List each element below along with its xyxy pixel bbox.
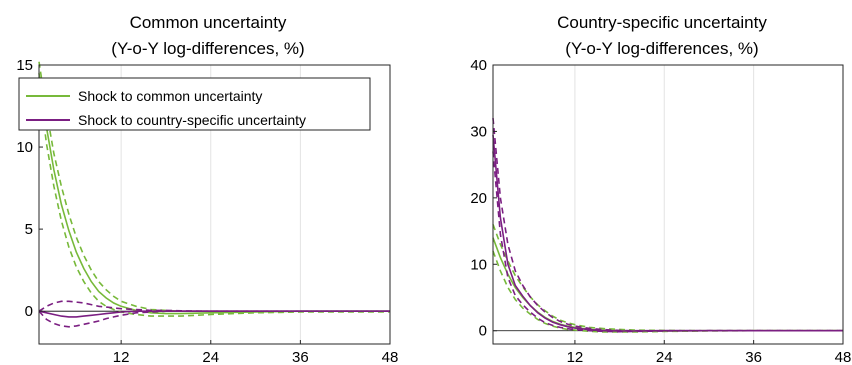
x-tick-label: 48 <box>835 349 852 365</box>
panel1-title: Common uncertainty <box>130 13 287 32</box>
y-tick-label: 40 <box>470 57 487 74</box>
x-tick-label: 24 <box>202 349 219 365</box>
y-tick-label: 0 <box>25 303 33 320</box>
y-tick-label: 20 <box>470 190 487 207</box>
series-1-upper-band <box>492 118 843 332</box>
series-0-median-line <box>38 73 390 315</box>
x-tick-label: 12 <box>567 349 584 365</box>
y-tick-label: 5 <box>25 221 33 238</box>
series-1-lower-band <box>492 151 843 333</box>
x-tick-label: 24 <box>656 349 673 365</box>
y-tick-label: 30 <box>470 123 487 140</box>
x-tick-label: 48 <box>382 349 399 365</box>
series-1-lower-band <box>38 310 390 328</box>
axes-box <box>492 64 844 345</box>
panel-common-uncertainty: Common uncertainty (Y-o-Y log-difference… <box>16 13 398 365</box>
y-tick-label: 15 <box>16 57 33 74</box>
series-1-upper-band <box>38 300 390 312</box>
legend: Shock to common uncertainty Shock to coun… <box>18 77 371 131</box>
panel-country-specific-uncertainty: Country-specific uncertainty (Y-o-Y log-… <box>470 13 851 365</box>
legend-box <box>18 77 371 131</box>
y-tick-label: 10 <box>16 139 33 156</box>
y-tick-label: 10 <box>470 256 487 273</box>
panel2-subtitle: (Y-o-Y log-differences, %) <box>565 39 758 58</box>
series-0-median-line <box>492 237 843 332</box>
panel2-title: Country-specific uncertainty <box>557 13 767 32</box>
series-1-median-line <box>492 134 843 332</box>
series-0-upper-band <box>492 224 843 332</box>
series-1-median-line <box>38 310 390 318</box>
axes-box <box>38 64 391 345</box>
panel1-subtitle: (Y-o-Y log-differences, %) <box>111 39 304 58</box>
x-tick-label: 36 <box>745 349 762 365</box>
series-0-lower-band <box>492 250 843 333</box>
legend-label-1: Shock to country-specific uncertainty <box>78 112 306 128</box>
x-tick-label: 12 <box>113 349 130 365</box>
y-tick-label: 0 <box>479 323 487 340</box>
x-tick-label: 36 <box>292 349 309 365</box>
legend-label-0: Shock to common uncertainty <box>78 88 262 104</box>
